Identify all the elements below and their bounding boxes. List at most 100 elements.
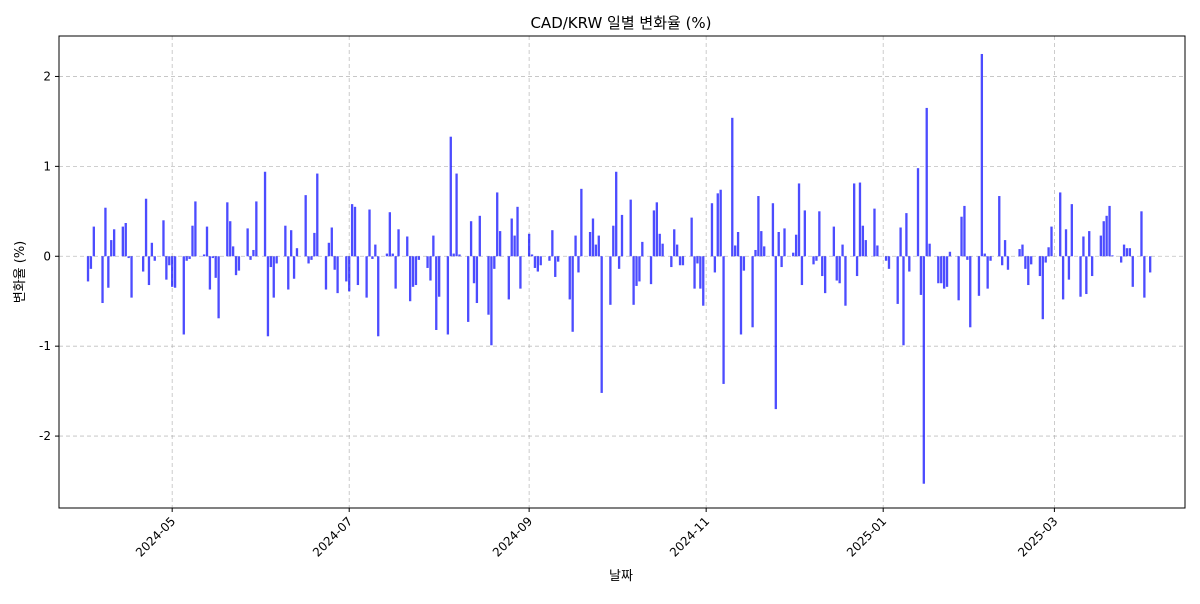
bar bbox=[107, 256, 110, 288]
bar bbox=[89, 256, 93, 269]
bar bbox=[272, 256, 275, 298]
bar bbox=[916, 168, 920, 257]
bar bbox=[823, 256, 827, 294]
bar bbox=[763, 246, 766, 257]
bar bbox=[942, 256, 946, 289]
bar bbox=[1143, 256, 1146, 298]
bar bbox=[760, 231, 763, 257]
bar bbox=[435, 256, 438, 330]
bar bbox=[710, 203, 714, 257]
bar bbox=[249, 256, 252, 260]
bar bbox=[963, 205, 966, 257]
bar bbox=[295, 248, 299, 257]
bar bbox=[937, 256, 940, 284]
bar bbox=[1111, 255, 1114, 257]
bar bbox=[966, 256, 969, 260]
bar bbox=[185, 256, 188, 261]
bar bbox=[510, 218, 513, 257]
bar bbox=[864, 240, 867, 257]
bar bbox=[539, 256, 542, 266]
bar bbox=[513, 235, 516, 257]
bar bbox=[780, 256, 783, 268]
bar bbox=[661, 243, 664, 257]
bar bbox=[1128, 248, 1132, 257]
bar bbox=[275, 256, 278, 264]
bar bbox=[652, 210, 656, 257]
bar bbox=[908, 256, 911, 272]
bar bbox=[1105, 215, 1108, 257]
bar bbox=[455, 173, 458, 257]
bar bbox=[1108, 205, 1111, 257]
y-tick-label: 2 bbox=[43, 69, 51, 83]
bar bbox=[800, 256, 804, 286]
bar bbox=[1050, 226, 1053, 257]
bar bbox=[519, 256, 522, 289]
bar bbox=[635, 256, 638, 286]
bar bbox=[754, 249, 757, 257]
bar bbox=[632, 256, 635, 305]
bar bbox=[1047, 247, 1050, 257]
bar bbox=[498, 231, 502, 257]
bar bbox=[832, 226, 836, 257]
bar bbox=[1041, 256, 1044, 320]
bar bbox=[792, 252, 795, 257]
bar bbox=[818, 211, 821, 257]
bar bbox=[713, 256, 717, 273]
bar bbox=[324, 256, 328, 290]
bar bbox=[696, 256, 699, 264]
bar bbox=[408, 256, 412, 302]
bar bbox=[1102, 221, 1105, 257]
bar bbox=[1044, 256, 1047, 263]
bar bbox=[1021, 244, 1024, 257]
bar bbox=[234, 256, 238, 276]
bar bbox=[345, 256, 348, 282]
bar bbox=[702, 256, 705, 306]
bar bbox=[751, 256, 754, 328]
bar bbox=[101, 256, 104, 304]
bar bbox=[1122, 244, 1126, 257]
bar bbox=[173, 256, 177, 288]
bar bbox=[899, 227, 902, 257]
bar bbox=[771, 203, 775, 257]
bar bbox=[861, 225, 865, 257]
bar bbox=[797, 183, 801, 257]
bar bbox=[406, 236, 409, 257]
bar bbox=[612, 225, 615, 257]
bar bbox=[252, 249, 255, 257]
y-tick-label: -1 bbox=[39, 339, 51, 353]
bar bbox=[1003, 240, 1007, 257]
bar bbox=[191, 225, 194, 257]
bar bbox=[237, 256, 241, 271]
bar bbox=[902, 256, 905, 346]
bar bbox=[127, 256, 130, 259]
bar bbox=[269, 256, 273, 268]
bar bbox=[1082, 236, 1085, 257]
bar bbox=[202, 254, 206, 257]
bar bbox=[774, 256, 777, 410]
bar bbox=[925, 107, 928, 257]
bar bbox=[452, 253, 455, 257]
bar bbox=[919, 256, 923, 295]
bar bbox=[374, 244, 377, 257]
bar bbox=[1067, 256, 1071, 280]
bar bbox=[533, 256, 537, 268]
bar bbox=[1027, 256, 1030, 286]
bar bbox=[266, 256, 270, 337]
bar bbox=[330, 227, 333, 257]
bar bbox=[388, 212, 391, 257]
bar bbox=[719, 189, 722, 257]
bar bbox=[554, 256, 557, 277]
bar bbox=[336, 256, 339, 294]
bar bbox=[284, 225, 287, 257]
bar bbox=[794, 234, 798, 257]
bar bbox=[1140, 211, 1143, 257]
bar bbox=[353, 206, 357, 257]
bar bbox=[1085, 256, 1088, 295]
bar bbox=[1131, 256, 1134, 287]
y-tick-label: -2 bbox=[39, 429, 51, 443]
bar bbox=[983, 253, 986, 257]
bar bbox=[487, 256, 490, 315]
bar bbox=[292, 256, 296, 279]
